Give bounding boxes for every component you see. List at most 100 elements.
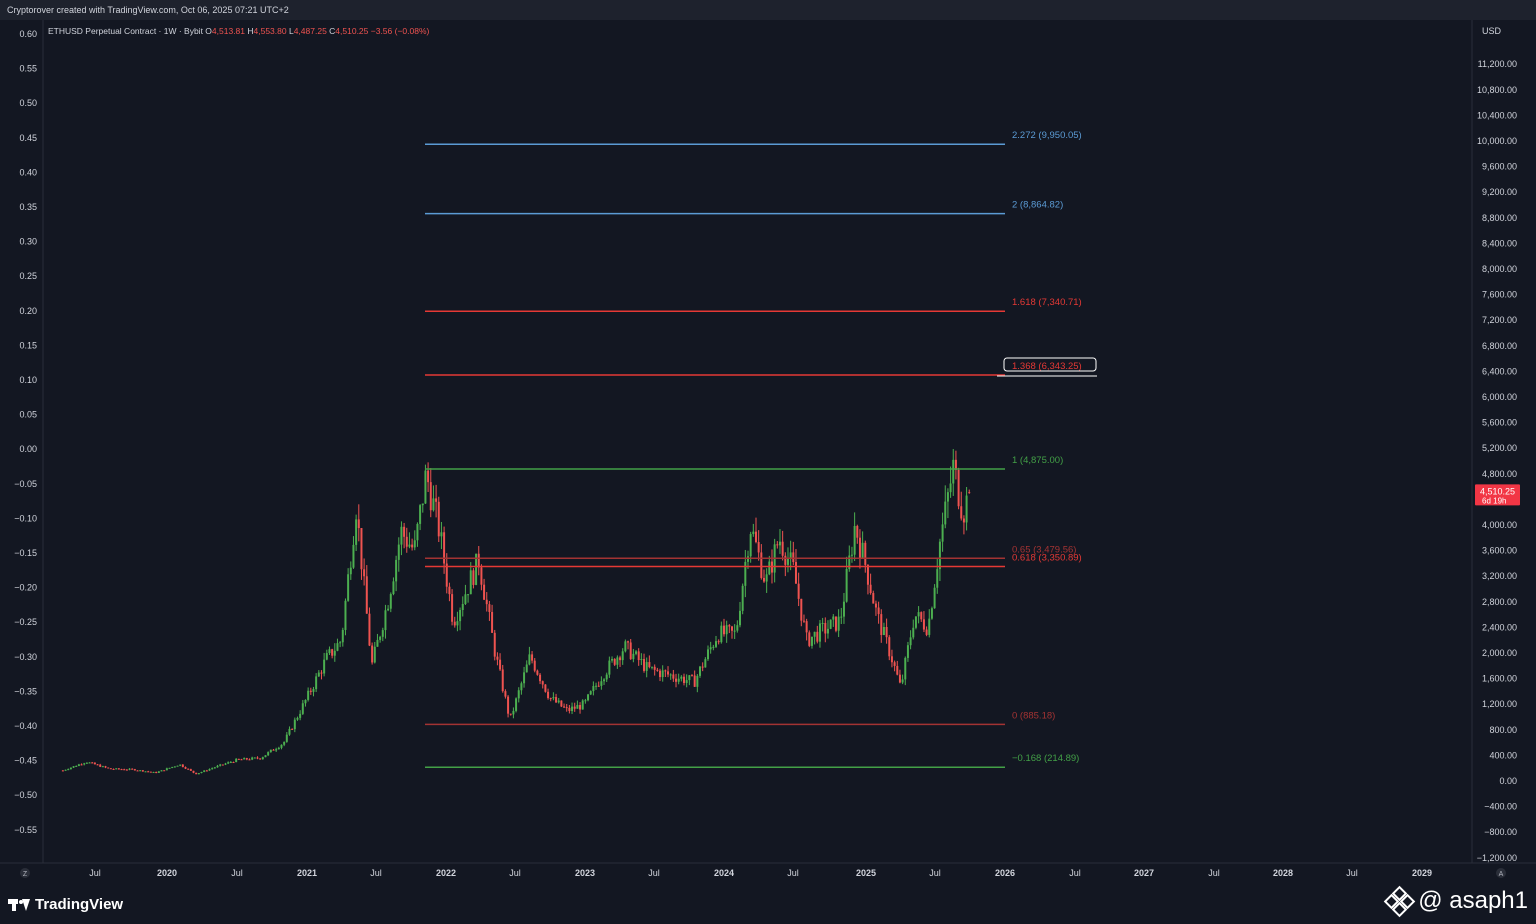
time-axis-label: 2024 [714,868,734,878]
candle-body [675,678,678,682]
candle-body [456,621,459,626]
candle-body [962,518,965,523]
candle-body [203,770,206,772]
left-axis-tick: −0.35 [14,686,37,696]
candle-body [888,637,891,657]
price-axis-tick: 2,000.00 [1482,648,1517,658]
price-axis-tick: 800.00 [1489,725,1517,735]
candle-body [629,642,632,660]
time-axis-label: 2020 [157,868,177,878]
candle-body [909,637,912,646]
candle-body [499,659,502,670]
author-text: Cryptorover created with TradingView.com… [7,5,289,15]
candle-body [277,747,280,750]
candle-body [232,762,235,764]
candle-body [869,584,872,594]
candle-body [723,625,725,635]
candle-body [608,660,611,675]
candle-body [960,506,963,519]
candle-body [485,599,488,605]
change-value: −3.56 (−0.08%) [371,26,430,36]
candle-body [107,767,110,769]
candle-body [733,630,736,632]
left-axis-tick: 0.25 [19,271,37,281]
price-axis-tick: 2,400.00 [1482,622,1517,632]
candle-body [208,769,211,771]
candle-body [555,697,558,703]
candle-body [365,576,368,614]
candle-body [240,759,243,761]
candle-body [794,562,797,584]
candle-body [656,669,659,671]
candle-body [866,564,869,585]
candle-body [821,623,824,625]
candle-body [411,544,414,548]
candle-body [352,544,355,568]
candle-body [704,659,707,668]
candle-body [429,482,432,511]
candle-body [237,758,240,760]
candle-body [901,679,904,683]
candle-body [768,561,771,575]
candle-body [413,540,416,548]
candle-body [328,649,331,654]
candle-body [896,665,899,675]
candle-body [61,770,64,772]
candle-body [762,577,765,582]
time-axis-label: 2023 [575,868,595,878]
price-axis-tick: 10,000.00 [1477,136,1517,146]
candle-body [488,604,491,612]
candle-body [818,623,821,642]
candle-body [216,765,219,768]
candle-body [501,669,504,692]
price-axis-tick: 5,200.00 [1482,443,1517,453]
time-axis-label: 2028 [1273,868,1293,878]
candle-body [69,767,72,770]
right-corner-label: A [1499,871,1504,878]
candle-body [635,651,638,654]
candle-body [101,766,104,768]
tradingview-logo[interactable]: TradingView [8,894,123,914]
candle-body [336,643,339,651]
candle-body [171,766,174,768]
candle-body [472,570,475,585]
ohlc-value: 4,513.81 [212,26,247,36]
candle-body [93,762,96,765]
candle-body [749,534,752,557]
candle-body [541,681,544,685]
price-axis-tick: 6,400.00 [1482,366,1517,376]
ohlc-value: 4,553.80 [254,26,289,36]
candle-body [829,619,832,629]
candle-body [949,483,952,493]
time-axis-label: 2026 [995,868,1015,878]
candle-body [261,757,264,760]
candle-body [752,531,755,535]
left-axis-tick: 0.00 [19,444,37,454]
candle-body [893,662,896,666]
candle-body [392,581,395,595]
candle-body [781,541,784,556]
candle-body [483,584,486,600]
ohlc-value: 4,487.25 [294,26,329,36]
candle-body [245,758,248,760]
fib-level-label: 2.272 (9,950.05) [1012,130,1082,141]
candle-body [211,768,214,770]
candle-body [717,641,720,643]
symbol-legend: ETHUSD Perpetual Contract · 1W · Bybit O… [48,26,430,36]
price-chart[interactable]: 0.60 0.55 0.50 0.45 0.40 0.35 0.30 0.25 0.20 0.15… [0,20,1536,882]
candle-body [357,519,360,529]
candle-body [288,728,291,735]
candle-body [957,469,960,507]
candle-body [120,769,123,771]
candle-body [285,734,288,742]
candle-body [587,694,590,701]
tradingview-brand-text: TradingView [35,895,124,913]
candle-body [272,749,275,751]
candle-body [293,719,296,730]
candle-body [667,671,670,675]
candle-body [341,629,344,643]
candle-body [83,763,86,765]
candle-body [800,598,803,621]
candle-body [155,771,158,773]
candle-body [181,764,184,768]
